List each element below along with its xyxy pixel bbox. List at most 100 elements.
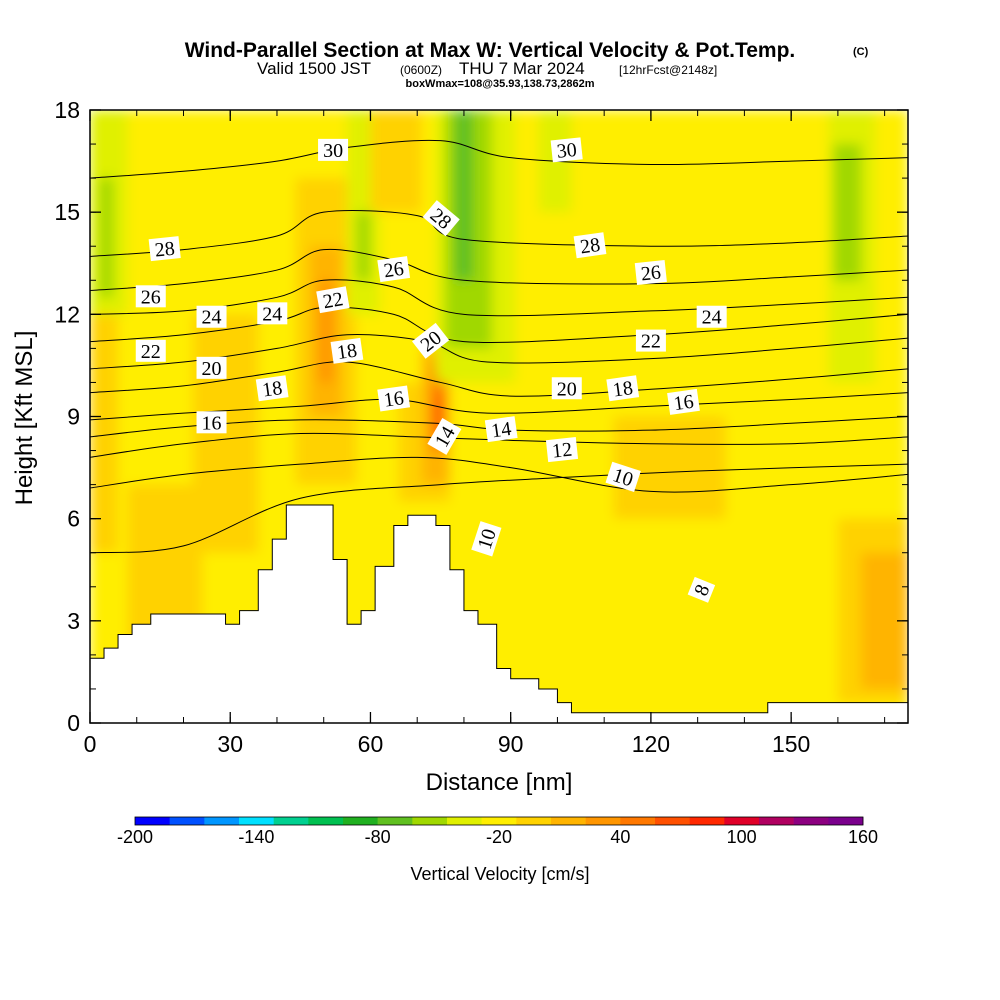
colorbar-swatch-15 [655,817,690,825]
w-shade-cell-15 [435,399,443,434]
colorbar-tick-label-4: 40 [610,827,630,847]
forecast-info: [12hrFcst@2148z] [619,63,717,77]
contour-label-24-8: 24 [196,305,227,329]
contour-label-28-3: 28 [148,236,181,262]
svg-text:24: 24 [202,307,222,329]
svg-text:28: 28 [579,234,602,259]
svg-text:24: 24 [262,303,282,325]
x-tick-label-30: 30 [217,731,243,757]
y-tick-label-6: 6 [67,506,80,532]
valid-time: Valid 1500 JST [257,59,371,78]
svg-text:18: 18 [336,340,359,365]
colorbar: -200 -140 -80 -20 40 100 160 [117,816,878,847]
colorbar-swatch-13 [585,817,621,825]
colorbar-tick-label-3: -20 [486,827,512,847]
contour-label-16-22: 16 [667,388,700,416]
y-tick-label-12: 12 [54,301,80,327]
x-tick-label-150: 150 [772,731,810,757]
contour-label-10-27: 10 [471,521,502,557]
contour-label-14-24: 14 [484,416,518,443]
svg-text:26: 26 [141,286,161,308]
theta-contour-18 [90,361,908,397]
w-shade-cell-5 [192,314,259,553]
chart-title: Wind-Parallel Section at Max W: Vertical… [185,39,796,62]
y-tick-label-18: 18 [54,97,80,123]
colorbar-swatch-11 [516,817,552,825]
theta-contour-22 [90,306,908,343]
x-tick-label-90: 90 [498,731,524,757]
x-tick-label-0: 0 [84,731,97,757]
theta-contour-26 [90,248,908,291]
colorbar-swatch-2 [204,817,240,825]
contour-label-24-10: 24 [696,305,727,329]
colorbar-tick-label-5: 100 [727,827,757,847]
contour-label-18-17: 18 [330,337,364,365]
w-shade-cell-18 [454,110,474,281]
contour-label-16-21: 16 [196,411,227,434]
y-tick-label-9: 9 [67,404,80,430]
colorbar-swatch-8 [412,817,448,825]
svg-text:16: 16 [672,391,695,416]
colorbar-swatch-0 [135,817,170,825]
contour-label-18-19: 18 [606,375,640,402]
svg-text:26: 26 [640,261,662,285]
contour-label-20-16: 20 [551,377,582,400]
svg-text:28: 28 [154,238,176,262]
colorbar-swatch-16 [689,817,725,825]
contour-label-10-26: 10 [605,461,641,492]
svg-text:18: 18 [261,377,284,402]
colorbar-swatch-5 [308,817,344,825]
w-shade-cell-10 [356,212,371,281]
contour-label-26-7: 26 [634,259,667,285]
colorbar-swatch-6 [343,817,378,825]
contour-label-30-0: 30 [318,138,349,162]
x-axis-label: Distance [nm] [426,769,573,796]
contour-label-20-15: 20 [196,356,227,380]
w-shade-cell-22 [833,144,862,281]
contour-label-24-9: 24 [257,302,288,325]
contour-label-18-18: 18 [255,375,289,402]
theta-contour-12 [90,432,908,458]
colorbar-swatch-3 [239,817,274,825]
colorbar-tick-label-1: -140 [238,827,274,847]
svg-text:30: 30 [556,139,578,163]
colorbar-swatch-1 [169,817,205,825]
theta-contour-10 [90,456,908,493]
colorbar-swatch-17 [724,817,760,825]
svg-text:22: 22 [641,331,661,353]
y-tick-label-3: 3 [67,608,80,634]
contour-label-16-20: 16 [377,385,411,412]
svg-text:14: 14 [490,418,513,443]
y-axis: 0 3 6 9 12 15 18 [54,97,908,736]
svg-text:20: 20 [557,378,577,400]
colorbar-tick-label-6: 160 [848,827,878,847]
y-axis-label: Height [Kft MSL] [11,331,38,506]
contour-label-8-28: 8 [687,576,716,603]
colorbar-swatch-19 [793,817,829,825]
svg-text:22: 22 [141,341,161,363]
x-tick-label-120: 120 [632,731,670,757]
terrain [90,504,908,723]
w-shade-cell-20 [613,416,726,519]
y-tick-label-0: 0 [67,710,80,736]
colorbar-tick-label-2: -80 [365,827,391,847]
contour-label-12-25: 12 [545,437,579,463]
svg-text:22: 22 [321,288,345,313]
svg-text:26: 26 [382,258,405,283]
colorbar-swatch-18 [759,817,794,825]
svg-text:20: 20 [202,358,222,380]
contour-label-22-12: 22 [135,339,166,363]
colorbar-tick-label-0: -200 [117,827,153,847]
theta-contour-8 [90,463,908,554]
contour-label-26-5: 26 [377,256,411,283]
svg-text:30: 30 [323,140,343,162]
utc-time: (0600Z) [400,63,442,77]
colorbar-swatch-4 [273,817,309,825]
x-tick-label-60: 60 [358,731,384,757]
box-wmax-info: boxWmax=108@35.93,138.73,2862m [406,78,595,90]
contour-label-30-1: 30 [550,137,583,163]
colorbar-swatch-12 [551,817,586,825]
svg-text:16: 16 [202,412,222,434]
contour-label-26-6: 26 [135,285,166,308]
